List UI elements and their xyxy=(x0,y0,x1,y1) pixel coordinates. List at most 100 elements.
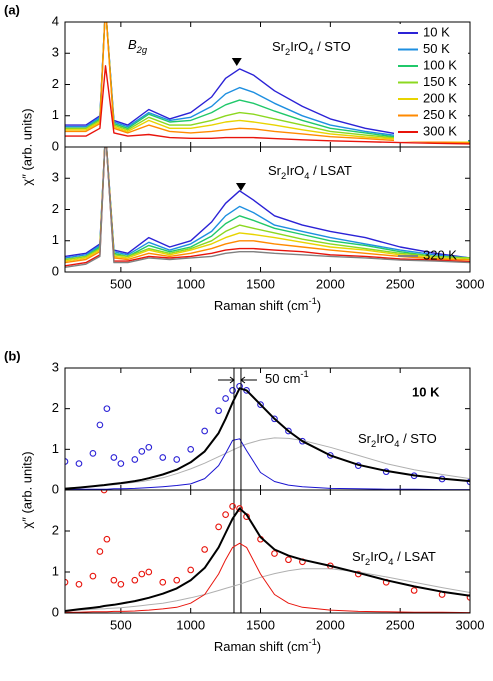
y-tick-label: 1 xyxy=(52,563,59,578)
data-point xyxy=(215,523,222,531)
plot-area xyxy=(65,147,470,268)
data-point xyxy=(101,357,107,363)
annotation: 50 cm-1 xyxy=(265,369,309,386)
data-point xyxy=(75,460,83,467)
data-point xyxy=(187,566,195,574)
y-tick-label: 1 xyxy=(52,232,59,247)
series-line xyxy=(65,147,470,264)
data-point xyxy=(201,546,209,553)
x-tick-label: 2000 xyxy=(316,617,345,632)
annotation: Sr2IrO4 / STO xyxy=(272,39,351,57)
legend-label: 10 K xyxy=(423,24,450,39)
data-point xyxy=(173,576,181,584)
data-point xyxy=(110,454,118,461)
series-line xyxy=(65,65,470,145)
data-point xyxy=(236,505,243,512)
x-axis-label-part: ) xyxy=(317,298,321,313)
annotation-part: 4 xyxy=(304,171,309,181)
annotation-part: -1 xyxy=(300,369,308,379)
series-line xyxy=(65,147,470,259)
annotation-part: 4 xyxy=(394,439,399,449)
x-axis-label-part: ) xyxy=(317,639,321,654)
series-line xyxy=(65,147,470,268)
peak-marker xyxy=(235,183,246,191)
data-point xyxy=(271,415,278,423)
data-point xyxy=(159,454,167,461)
data-point xyxy=(117,460,125,467)
annotation-part: B xyxy=(128,37,137,52)
y-tick-label: 0 xyxy=(52,263,59,278)
data-point xyxy=(215,407,222,415)
frame xyxy=(64,146,471,273)
annotation-part: 2 xyxy=(285,47,290,57)
series-line xyxy=(65,387,470,490)
x-tick-label: 2500 xyxy=(386,617,415,632)
arrow xyxy=(217,376,235,384)
annotation-part: 50 cm xyxy=(265,371,300,386)
annotation: B2g xyxy=(128,37,148,55)
annotation-part: Sr xyxy=(268,163,282,178)
series-line xyxy=(65,542,470,613)
annotation: 10 K xyxy=(412,384,440,399)
data-point xyxy=(117,580,125,588)
data-point xyxy=(138,570,146,578)
data-point xyxy=(89,450,97,457)
plot-area xyxy=(65,490,470,613)
series-line xyxy=(65,507,470,612)
x-tick-label: 500 xyxy=(110,276,132,291)
data-point xyxy=(103,535,111,543)
x-tick-label: 1500 xyxy=(246,617,275,632)
x-tick-label: 1000 xyxy=(176,617,205,632)
legend-label: 50 K xyxy=(423,41,450,56)
x-axis-label: Raman shift (cm-1) xyxy=(214,637,321,654)
y-tick-label: 0 xyxy=(52,481,59,496)
y-tick-label: 0 xyxy=(52,138,59,153)
y-tick-label: 1 xyxy=(52,441,59,456)
data-point xyxy=(138,448,146,455)
annotation-part: / STO xyxy=(313,39,350,54)
annotation-part: 2g xyxy=(136,45,148,55)
series-line xyxy=(65,147,470,267)
data-point xyxy=(229,387,236,394)
y-axis-label: χ″ (arb. units) xyxy=(19,108,34,185)
data-point xyxy=(257,401,264,408)
data-point xyxy=(96,548,104,555)
series-line xyxy=(65,438,470,490)
arrow xyxy=(240,376,257,384)
y-tick-label: 2 xyxy=(52,400,59,415)
annotation-part: 2 xyxy=(281,171,286,181)
y-tick-label: 1 xyxy=(52,107,59,122)
series-line xyxy=(65,147,470,259)
data-point xyxy=(201,427,209,435)
data-point xyxy=(159,578,167,586)
annotation-part: 2 xyxy=(371,439,376,449)
y-tick-label: 2 xyxy=(52,76,59,91)
x-axis-label: Raman shift (cm-1) xyxy=(214,296,321,313)
annotation-part: IrO xyxy=(286,163,304,178)
data-point xyxy=(466,594,470,601)
series-line xyxy=(65,147,470,261)
data-point xyxy=(145,443,153,451)
data-point xyxy=(271,550,278,557)
x-tick-label: 2000 xyxy=(316,276,345,291)
data-point xyxy=(285,427,292,435)
frame xyxy=(64,489,471,614)
annotation-part: Sr xyxy=(272,39,286,54)
annotation: Sr2IrO4 / STO xyxy=(358,431,437,449)
x-axis-label-part: Raman shift (cm xyxy=(214,298,309,313)
annotation: Sr2IrO4 / LSAT xyxy=(268,163,352,181)
y-tick-label: 4 xyxy=(52,13,59,28)
annotation-part: 2 xyxy=(365,557,370,567)
annotation-part: Sr xyxy=(358,431,372,446)
x-tick-label: 500 xyxy=(110,617,132,632)
legend-label: 320 K xyxy=(423,247,457,262)
data-point xyxy=(110,576,118,584)
annotation-part: / LSAT xyxy=(393,549,435,564)
data-point xyxy=(96,421,104,429)
data-point xyxy=(229,503,236,510)
series-line xyxy=(65,147,470,262)
data-point xyxy=(131,576,139,584)
panel-label: (b) xyxy=(4,348,21,363)
y-tick-label: 2 xyxy=(52,522,59,537)
